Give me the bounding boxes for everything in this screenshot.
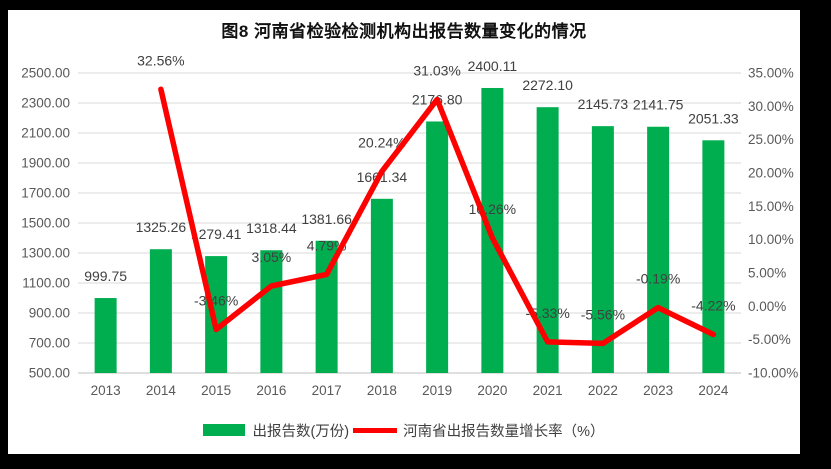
left-axis-tick: 2300.00	[21, 96, 70, 111]
left-axis-tick: 700.00	[29, 336, 70, 351]
bar-label-2024: 2051.33	[688, 110, 739, 126]
bar-label-2016: 1318.44	[246, 220, 297, 236]
bar-2018	[370, 198, 393, 373]
bar-label-2022: 2145.73	[578, 96, 629, 112]
x-axis-label: 2021	[533, 383, 563, 398]
bar-label-2020: 2400.11	[468, 58, 518, 74]
bar-2016	[260, 250, 283, 373]
left-axis-tick: 1700.00	[21, 186, 70, 201]
line-label-2017: 4.79%	[307, 237, 347, 253]
bar-2013	[94, 298, 117, 373]
bar-label-2021: 2272.10	[522, 77, 573, 93]
legend-line-swatch-icon	[353, 427, 398, 433]
right-axis-tick: 35.00%	[748, 66, 794, 81]
chart-canvas: 2500.00 2300.00 2100.00 1900.00 1700.00 1500.…	[21, 52, 798, 398]
x-axis-label: 2019	[422, 383, 452, 398]
x-axis-label: 2014	[146, 383, 177, 398]
bar-2024	[702, 140, 725, 373]
bar-2020	[481, 87, 504, 374]
bar-label-2023: 2141.75	[633, 97, 684, 113]
left-axis-tick: 1900.00	[21, 156, 70, 171]
left-axis-tick: 500.00	[29, 366, 70, 381]
bar-label-2017: 1381.66	[301, 211, 352, 227]
legend: 出报告数(万份) 河南省出报告数量增长率（%）	[8, 420, 800, 440]
bar-2014	[149, 249, 172, 373]
chart-title: 图8 河南省检验检测机构出报告数量变化的情况	[221, 22, 587, 41]
x-axis-label: 2015	[201, 383, 231, 398]
right-axis-tick: 0.00%	[748, 299, 786, 314]
left-axis-tick: 900.00	[29, 306, 70, 321]
legend-line-label: 河南省出报告数量增长率（%）	[403, 423, 605, 440]
x-axis-label: 2013	[91, 383, 121, 398]
bar-2019	[426, 121, 449, 373]
line-label-2023: -0.19%	[636, 271, 680, 287]
x-axis-label: 2020	[477, 383, 507, 398]
legend-bar-swatch-icon	[203, 424, 246, 436]
left-axis-tick: 2100.00	[21, 126, 70, 141]
chart-panel: 图8 河南省检验检测机构出报告数量变化的情况 2500.00 2300.00 210…	[8, 10, 800, 454]
x-axis-label: 2016	[256, 383, 286, 398]
left-axis-tick: 2500.00	[21, 66, 70, 81]
line-label-2019: 31.03%	[413, 62, 460, 78]
bar-2015	[205, 256, 228, 373]
bar-label-2014: 1325.26	[136, 219, 187, 235]
line-label-2014: 32.56%	[137, 52, 184, 68]
right-axis-tick: 20.00%	[748, 166, 794, 181]
x-axis-label: 2017	[312, 383, 342, 398]
bar-2022	[591, 126, 614, 373]
line-label-2024: -4.22%	[691, 297, 735, 313]
line-label-2015: -3.46%	[194, 292, 238, 308]
left-axis-tick: 1300.00	[21, 246, 70, 261]
bar-label-2015: 1279.41	[191, 226, 242, 242]
right-axis-tick: -5.00%	[748, 332, 791, 347]
x-axis-label: 2022	[588, 383, 618, 398]
x-axis-label: 2023	[643, 383, 673, 398]
right-axis-tick: -10.00%	[748, 366, 798, 381]
line-label-2022: -5.56%	[581, 306, 625, 322]
x-axis-label: 2018	[367, 383, 397, 398]
bar-2023	[647, 126, 670, 373]
right-axis-tick: 15.00%	[748, 199, 794, 214]
legend-bar-label: 出报告数(万份)	[252, 423, 350, 440]
line-label-2016: 3.05%	[252, 249, 292, 265]
right-axis-tick: 5.00%	[748, 266, 786, 281]
left-axis-tick: 1500.00	[21, 216, 70, 231]
right-axis-tick: 10.00%	[748, 232, 794, 247]
bar-label-2013: 999.75	[84, 268, 127, 284]
right-axis-tick: 25.00%	[748, 132, 794, 147]
growth-rate-line	[158, 86, 717, 347]
line-label-2018: 20.24%	[358, 134, 405, 150]
right-axis-tick: 30.00%	[748, 99, 794, 114]
bar-2021	[536, 107, 559, 373]
x-axis-label: 2024	[698, 383, 729, 398]
left-axis-tick: 1100.00	[22, 276, 70, 291]
